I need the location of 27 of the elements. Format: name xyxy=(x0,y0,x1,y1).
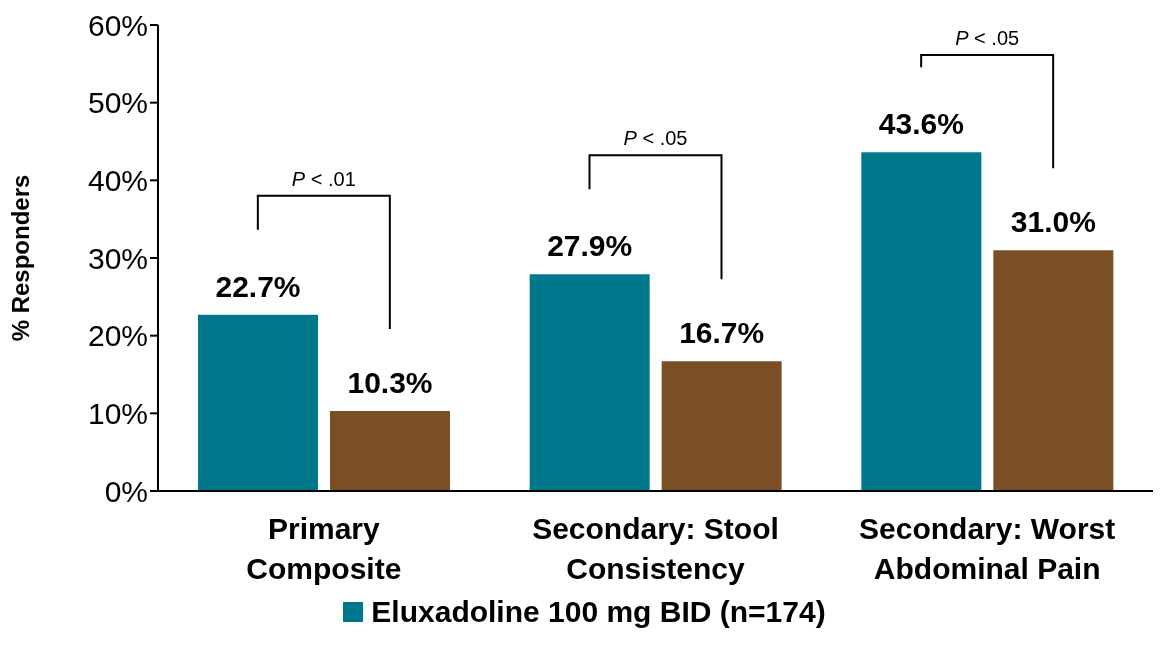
y-tick-label: 10% xyxy=(87,396,148,430)
data-label: 43.6% xyxy=(878,107,964,141)
y-axis-title: % Responders xyxy=(6,174,34,342)
y-tick-label: 30% xyxy=(87,241,148,275)
x-tick-label: Secondary: Stool Consistency xyxy=(532,512,779,585)
data-label: 16.7% xyxy=(679,316,765,350)
x-tick-label: Primary Composite xyxy=(246,512,402,585)
data-label: 10.3% xyxy=(347,366,433,399)
legend-label: Eluxadoline 100 mg BID (n=174) xyxy=(371,595,826,629)
annotation: P < .01 xyxy=(291,167,356,190)
bar xyxy=(330,411,450,491)
y-tick-label: 20% xyxy=(87,319,148,353)
bar xyxy=(529,274,650,491)
bar xyxy=(993,250,1114,491)
y-tick-label: 0% xyxy=(104,474,148,508)
data-label: 22.7% xyxy=(215,269,301,303)
data-label: 27.9% xyxy=(547,229,633,263)
y-tick-label: 50% xyxy=(87,86,148,120)
annotation: P < .05 xyxy=(955,27,1020,49)
bar xyxy=(198,314,318,491)
y-tick-label: 60% xyxy=(87,8,148,42)
data-label: 31.0% xyxy=(1010,205,1096,239)
bar xyxy=(861,152,982,491)
x-tick-label: Secondary: Worst Abdominal Pain xyxy=(859,512,1116,585)
annotation: P < .05 xyxy=(623,127,688,150)
bar xyxy=(661,361,782,491)
y-tick-label: 40% xyxy=(87,163,148,197)
